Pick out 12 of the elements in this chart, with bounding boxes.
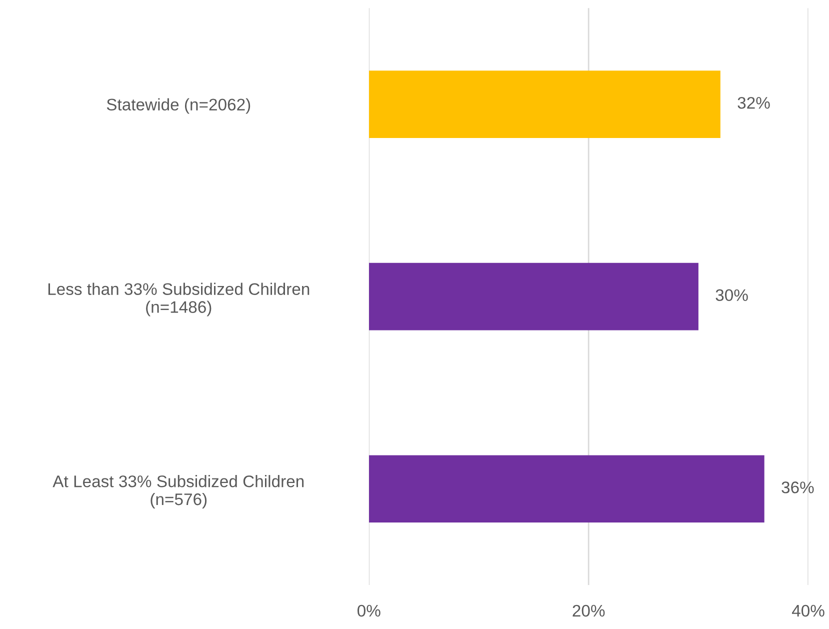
- data-label: 30%: [716, 289, 748, 302]
- data-label: 32%: [738, 96, 770, 109]
- y-tick-label: Less than 33% Subsidized Children (n=1486): [48, 282, 310, 316]
- x-tick-label: 40%: [792, 604, 824, 617]
- bar: [368, 70, 720, 138]
- bar: [368, 262, 698, 330]
- y-tick-label: Statewide (n=2062): [106, 98, 250, 114]
- bar: [368, 455, 764, 522]
- y-tick-label: At Least 33% Subsidized Children (n=576): [52, 475, 304, 509]
- x-tick-label: 20%: [572, 604, 605, 617]
- data-label: 36%: [782, 482, 814, 494]
- x-tick-label: 0%: [358, 604, 380, 617]
